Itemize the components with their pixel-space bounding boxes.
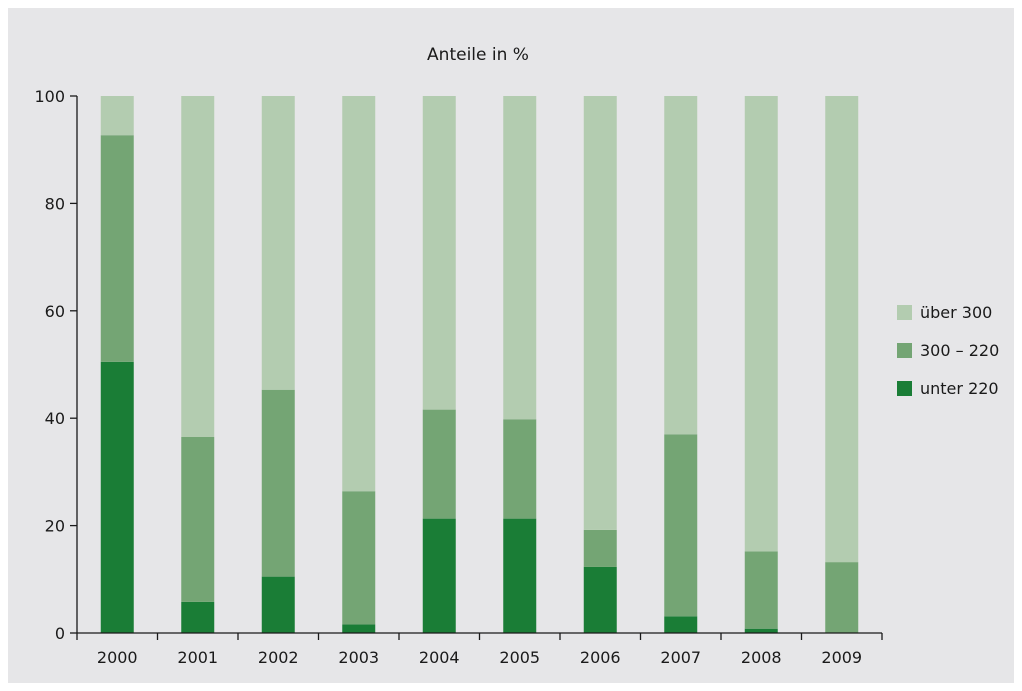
bar-segment-2002 — [261, 576, 295, 633]
bar-segment-2005 — [503, 96, 537, 420]
bar-segment-2003 — [342, 491, 376, 625]
x-tick-label: 2004 — [419, 648, 460, 667]
x-tick-label: 2005 — [499, 648, 540, 667]
y-tick-label: 20 — [45, 517, 65, 536]
x-tick-label: 2001 — [177, 648, 218, 667]
y-tick-label: 0 — [55, 624, 65, 643]
legend-label: 300 – 220 — [920, 341, 999, 360]
bar-segment-2005 — [503, 419, 537, 519]
bars-group — [100, 96, 859, 633]
x-tick-label: 2002 — [258, 648, 299, 667]
chart-panel: Anteile in % 0 20 40 60 80 100 2000 2001 2002 200… — [8, 8, 1014, 683]
bar-segment-2009 — [825, 562, 859, 633]
bar-segment-2004 — [422, 96, 456, 410]
bar-segment-2007 — [664, 434, 698, 617]
bar-segment-2001 — [181, 437, 215, 602]
bar-segment-2007 — [664, 616, 698, 633]
bar-segment-2007 — [664, 96, 698, 435]
bar-segment-2009 — [825, 96, 859, 563]
legend-swatch — [897, 305, 912, 320]
y-tick-label: 100 — [34, 87, 65, 106]
bar-segment-2001 — [181, 601, 215, 633]
x-tick-label: 2007 — [660, 648, 701, 667]
bar-segment-2006 — [583, 566, 617, 633]
x-tick-label: 2006 — [580, 648, 621, 667]
bar-segment-2000 — [100, 361, 134, 633]
x-tick-label: 2003 — [338, 648, 379, 667]
legend-swatch — [897, 343, 912, 358]
bar-segment-2000 — [100, 135, 134, 362]
bar-segment-2008 — [744, 551, 778, 629]
x-tick-label: 2000 — [97, 648, 138, 667]
legend: über 300 300 – 220 unter 220 — [897, 303, 999, 398]
x-tick-label: 2008 — [741, 648, 782, 667]
axes-group: 0 20 40 60 80 100 2000 2001 2002 2003 2004 2005 2006… — [34, 87, 883, 667]
chart-title: Anteile in % — [427, 45, 529, 65]
bar-segment-2006 — [583, 529, 617, 567]
bar-segment-2008 — [744, 96, 778, 552]
bar-segment-2004 — [422, 409, 456, 519]
y-tick-label: 60 — [45, 302, 65, 321]
bar-segment-2004 — [422, 518, 456, 633]
bar-segment-2001 — [181, 96, 215, 437]
y-tick-label: 80 — [45, 194, 65, 213]
bar-segment-2005 — [503, 518, 537, 633]
bar-segment-2006 — [583, 96, 617, 530]
bar-segment-2002 — [261, 96, 295, 390]
bar-segment-2003 — [342, 96, 376, 492]
x-tick-label: 2009 — [821, 648, 862, 667]
stacked-bar-chart: Anteile in % 0 20 40 60 80 100 2000 2001 2002 200… — [34, 45, 999, 667]
legend-label: unter 220 — [920, 379, 999, 398]
bar-segment-2000 — [100, 96, 134, 136]
legend-label: über 300 — [920, 303, 992, 322]
bar-segment-2002 — [261, 389, 295, 577]
y-tick-label: 40 — [45, 409, 65, 428]
bar-segment-2003 — [342, 624, 376, 633]
bar-segment-2008 — [744, 628, 778, 633]
legend-swatch — [897, 381, 912, 396]
